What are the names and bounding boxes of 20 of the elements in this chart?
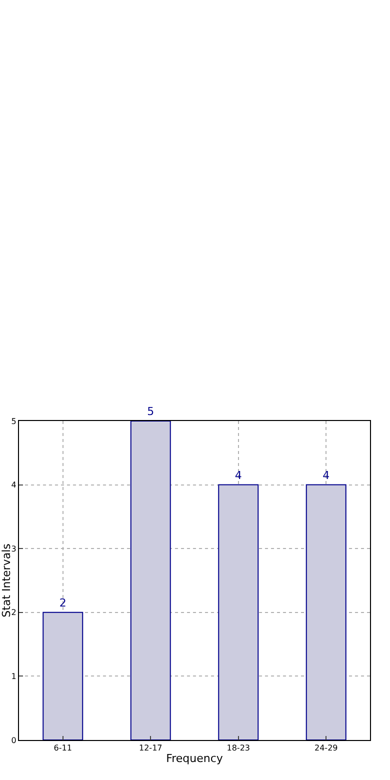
- y-tick-label: 2: [11, 608, 16, 618]
- y-tick-label: 4: [11, 480, 16, 490]
- x-tick-label: 18-23: [226, 744, 250, 753]
- data-label: 4: [234, 468, 242, 482]
- y-tick-label: 1: [11, 672, 16, 681]
- bar: [218, 484, 259, 740]
- x-tick-label: 12-17: [139, 744, 162, 753]
- y-tick-label: 3: [11, 544, 16, 554]
- bar: [42, 612, 84, 740]
- y-tick-label: 5: [11, 416, 16, 426]
- data-label: 2: [59, 596, 66, 610]
- x-tick-label: 24-29: [314, 744, 338, 753]
- y-axis-title: Stat Intervals: [0, 543, 13, 618]
- x-tick-label: 6-11: [54, 744, 72, 753]
- y-tick-label: 0: [11, 736, 16, 745]
- bar: [306, 484, 346, 740]
- data-label: 4: [322, 468, 330, 482]
- data-label: 5: [147, 405, 154, 418]
- bar: [130, 421, 171, 740]
- x-axis-title: Frequency: [166, 752, 224, 765]
